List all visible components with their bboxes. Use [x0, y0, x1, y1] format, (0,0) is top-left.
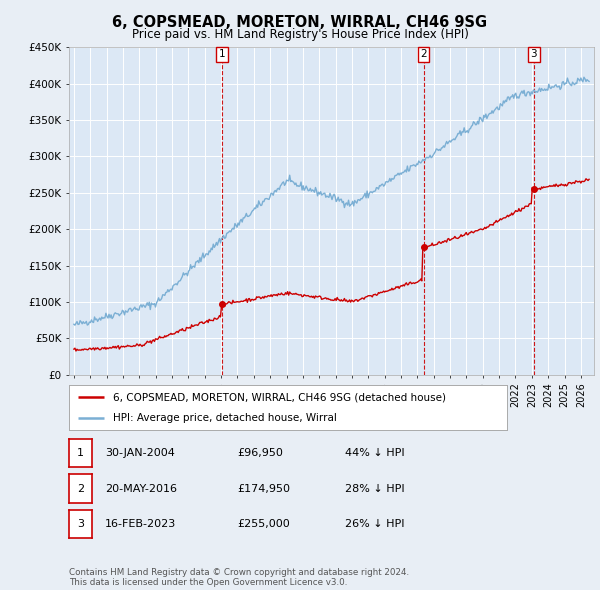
Text: HPI: Average price, detached house, Wirral: HPI: Average price, detached house, Wirr… — [113, 412, 337, 422]
Text: 1: 1 — [77, 448, 84, 458]
Text: 2: 2 — [77, 484, 84, 493]
Text: 1: 1 — [219, 50, 226, 60]
Text: 20-MAY-2016: 20-MAY-2016 — [105, 484, 177, 493]
Text: £174,950: £174,950 — [237, 484, 290, 493]
Text: Contains HM Land Registry data © Crown copyright and database right 2024.
This d: Contains HM Land Registry data © Crown c… — [69, 568, 409, 587]
Text: 28% ↓ HPI: 28% ↓ HPI — [345, 484, 404, 493]
Text: 26% ↓ HPI: 26% ↓ HPI — [345, 519, 404, 529]
Text: Price paid vs. HM Land Registry's House Price Index (HPI): Price paid vs. HM Land Registry's House … — [131, 28, 469, 41]
Text: £255,000: £255,000 — [237, 519, 290, 529]
Text: 6, COPSMEAD, MORETON, WIRRAL, CH46 9SG: 6, COPSMEAD, MORETON, WIRRAL, CH46 9SG — [112, 15, 488, 30]
Text: 3: 3 — [530, 50, 537, 60]
Text: £96,950: £96,950 — [237, 448, 283, 458]
Text: 16-FEB-2023: 16-FEB-2023 — [105, 519, 176, 529]
Text: 3: 3 — [77, 519, 84, 529]
Text: 6, COPSMEAD, MORETON, WIRRAL, CH46 9SG (detached house): 6, COPSMEAD, MORETON, WIRRAL, CH46 9SG (… — [113, 392, 446, 402]
Text: 2: 2 — [420, 50, 427, 60]
Text: 30-JAN-2004: 30-JAN-2004 — [105, 448, 175, 458]
Text: 44% ↓ HPI: 44% ↓ HPI — [345, 448, 404, 458]
